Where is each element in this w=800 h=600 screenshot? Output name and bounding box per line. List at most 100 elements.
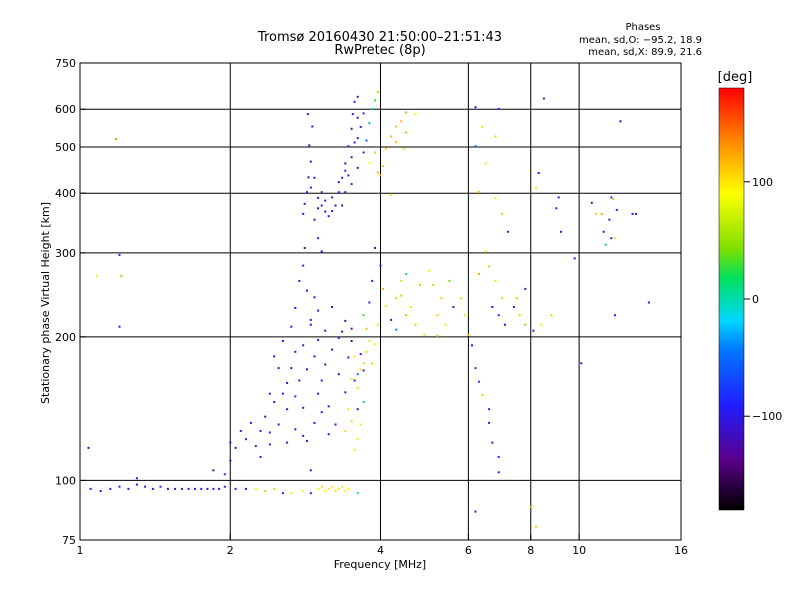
data-point <box>308 144 311 147</box>
x-tick-label: 6 <box>465 544 472 557</box>
data-point <box>535 525 538 528</box>
data-point <box>395 297 398 300</box>
data-point <box>368 340 371 342</box>
data-point <box>500 297 503 300</box>
grid-lines <box>80 63 681 540</box>
data-point <box>409 306 412 308</box>
data-point <box>327 215 330 218</box>
colorbar-tick-label: 100 <box>752 176 773 189</box>
data-point <box>390 318 393 321</box>
data-point <box>344 162 347 165</box>
data-point <box>268 443 271 446</box>
data-point <box>463 314 466 317</box>
data-point <box>615 208 618 211</box>
y-axis-ticks: 75 100 200 300 400 500 600 750 <box>55 57 86 547</box>
data-point <box>405 314 407 317</box>
data-point <box>306 439 308 442</box>
data-point <box>286 441 289 444</box>
stats-line-x: mean, sd,X: 89.9, 21.6 <box>588 47 702 58</box>
data-point <box>614 314 616 317</box>
data-point <box>320 379 323 382</box>
data-point <box>327 433 330 436</box>
data-point <box>309 469 312 472</box>
data-point <box>350 420 353 423</box>
data-point <box>324 363 327 366</box>
data-point <box>331 210 334 213</box>
data-point <box>334 490 337 492</box>
data-point <box>467 333 470 336</box>
data-point <box>405 111 407 114</box>
data-point <box>362 314 365 317</box>
data-point <box>540 323 543 326</box>
data-point <box>359 423 362 426</box>
data-point <box>337 336 340 339</box>
data-point <box>254 445 257 448</box>
data-point <box>374 247 376 249</box>
data-point <box>311 125 314 128</box>
data-point <box>317 207 320 210</box>
data-point <box>313 296 316 299</box>
data-point <box>478 272 480 275</box>
data-point <box>594 212 597 215</box>
data-point <box>368 122 371 125</box>
data-point <box>494 135 497 138</box>
data-point <box>259 429 262 432</box>
data-point <box>212 469 215 472</box>
data-point <box>350 378 353 381</box>
data-point <box>362 401 365 403</box>
data-point <box>118 253 121 256</box>
data-point <box>194 487 196 490</box>
colorbar <box>718 87 745 511</box>
data-point <box>309 186 312 189</box>
data-point <box>356 137 359 140</box>
data-point <box>550 314 553 317</box>
data-point <box>327 405 330 408</box>
data-point <box>402 147 405 150</box>
data-point <box>379 174 382 177</box>
data-point <box>344 169 347 172</box>
data-point <box>371 107 374 110</box>
data-point <box>484 250 487 253</box>
data-point <box>294 350 297 353</box>
data-point <box>212 487 215 490</box>
colorbar-tick-label: 0 <box>752 293 759 306</box>
data-point <box>249 421 252 424</box>
data-point <box>109 487 112 490</box>
data-point <box>277 423 280 426</box>
data-point <box>200 487 203 490</box>
data-point <box>350 327 353 330</box>
data-point <box>471 344 473 347</box>
data-point <box>309 160 312 163</box>
data-point <box>281 392 284 395</box>
data-point <box>347 408 350 411</box>
data-point <box>317 487 320 490</box>
data-point <box>474 367 477 370</box>
data-point <box>273 401 276 403</box>
data-point <box>87 446 90 449</box>
data-point <box>234 487 237 490</box>
data-point <box>608 218 611 221</box>
data-point <box>452 306 455 308</box>
data-point <box>353 100 356 103</box>
data-point <box>331 196 334 199</box>
data-point <box>414 113 417 116</box>
data-point <box>448 279 451 282</box>
data-point <box>334 423 337 426</box>
data-point <box>306 289 308 292</box>
data-point <box>95 275 98 278</box>
data-point <box>135 483 138 486</box>
data-point <box>344 191 347 194</box>
x-tick-label: 2 <box>227 544 234 557</box>
data-point <box>353 448 356 451</box>
data-point <box>382 165 385 168</box>
data-point <box>344 429 347 432</box>
data-point <box>135 477 138 480</box>
data-point <box>356 408 359 411</box>
data-point <box>497 455 500 458</box>
data-point <box>344 490 347 492</box>
data-point <box>229 441 232 444</box>
data-point <box>474 145 477 148</box>
data-point <box>89 487 92 490</box>
data-point <box>500 212 503 215</box>
data-point <box>362 151 365 154</box>
